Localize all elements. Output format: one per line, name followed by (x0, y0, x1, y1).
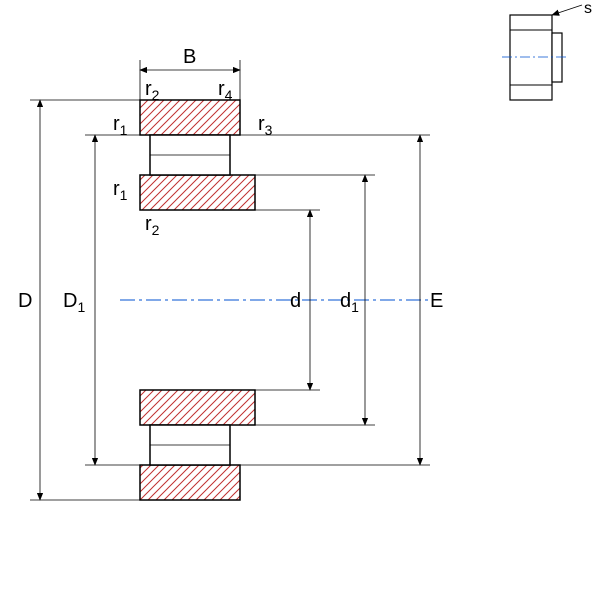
outer-ring-top (140, 100, 240, 135)
label-r4: r4 (218, 78, 233, 103)
label-r2-top: r2 (145, 78, 160, 103)
label-D: D (18, 290, 32, 312)
label-d: d (290, 290, 301, 312)
label-B: B (183, 46, 196, 68)
outer-ring-bottom (140, 465, 240, 500)
label-r2-bot: r2 (145, 213, 160, 238)
inner-ring-top (140, 175, 255, 210)
bearing-diagram: D D1 d d1 E B r2 r4 r1 (0, 0, 600, 600)
label-s: s (584, 0, 592, 17)
main-cross-section (120, 100, 440, 500)
label-r3: r3 (258, 113, 273, 138)
label-E: E (430, 290, 443, 312)
label-r1-top: r1 (113, 113, 128, 138)
inner-ring-bottom (140, 390, 255, 425)
label-d1: d1 (340, 290, 359, 315)
label-D1: D1 (63, 290, 85, 315)
label-r1-bot: r1 (113, 178, 128, 203)
side-view: s (502, 0, 592, 100)
